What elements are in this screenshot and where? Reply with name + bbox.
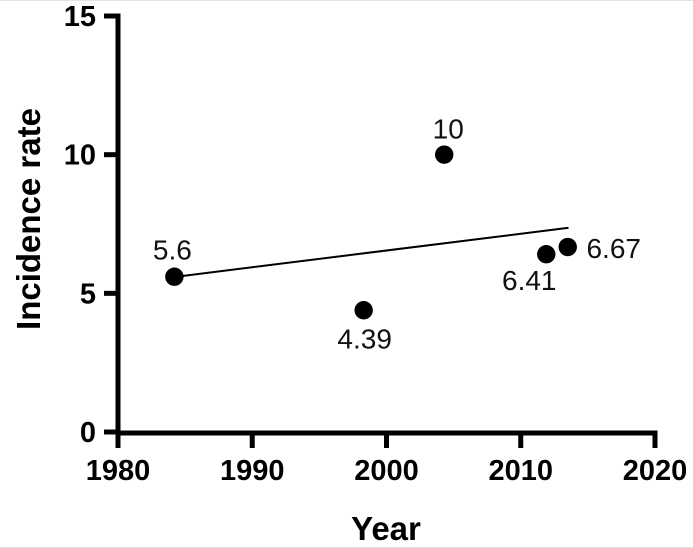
- y-tick-label: 0: [80, 417, 96, 449]
- x-tick-label: 2000: [354, 455, 419, 487]
- trend-line-group: [173, 226, 569, 278]
- data-point: [558, 237, 577, 257]
- data-point-labels: 5.6 4.39 10 6.41 6.67: [153, 114, 641, 355]
- figure-border-top: [0, 0, 693, 1]
- y-tick-label: 10: [64, 140, 96, 172]
- x-tick-label: 2010: [488, 455, 553, 487]
- x-tick-label: 2020: [623, 455, 688, 487]
- x-tick-label: 1990: [220, 455, 285, 487]
- data-point-label: 6.41: [502, 265, 557, 296]
- data-point-label: 4.39: [337, 323, 392, 354]
- data-point: [165, 267, 184, 286]
- y-tick-label: 15: [64, 1, 96, 33]
- x-axis-title: Year: [351, 510, 421, 547]
- axes: [104, 13, 658, 448]
- data-point: [354, 301, 373, 320]
- x-tick-label: 1980: [86, 455, 151, 487]
- tick-labels: 0 5 10 15 1980 1990 2000 2010 2020: [64, 1, 688, 487]
- data-point-label: 5.6: [153, 235, 192, 266]
- y-axis-title: Incidence rate: [10, 108, 47, 330]
- data-points: [165, 145, 577, 320]
- y-tick-label: 5: [80, 278, 96, 310]
- data-point: [537, 245, 556, 264]
- data-point-label: 10: [433, 114, 464, 145]
- data-point-label: 6.67: [586, 233, 641, 264]
- data-point: [435, 145, 454, 164]
- trend-line: [173, 226, 569, 278]
